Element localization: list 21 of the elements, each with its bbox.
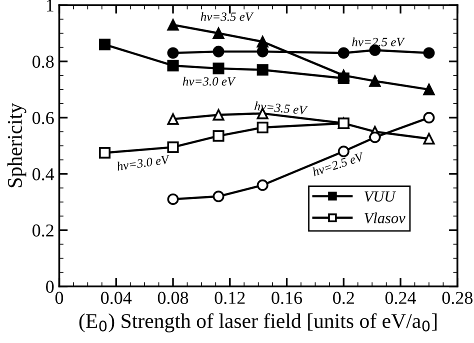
annotation: hν=3.0 eV: [182, 76, 236, 86]
x-tick-label: 0.28: [442, 292, 473, 304]
y-tick-label: 0.8: [32, 56, 54, 68]
x-tick-label: 0.2: [333, 292, 354, 304]
annotation: hν=3.5 eV: [200, 12, 254, 21]
y-tick-label: 0.2: [32, 224, 54, 237]
annotation: hν=2.5 eV: [312, 152, 365, 176]
y-axis-title: Sphericity: [7, 103, 26, 188]
y-tick-label: 0.6: [32, 112, 54, 124]
y-tick-label: 0: [46, 280, 54, 293]
y-tick-label: 0.4: [32, 168, 54, 180]
x-axis-title: (E$_{0}$) Strength of laser field [units of eV/a$_{0}$]: [79, 313, 437, 332]
x-tick-label: 0: [55, 292, 64, 304]
legend-label: Vlasov: [364, 212, 406, 224]
x-tick-label: 0.04: [101, 292, 132, 304]
annotation: hν=3.0 eV: [116, 154, 170, 171]
x-tick-label: 0.08: [158, 292, 188, 304]
x-tick-label: 0.24: [385, 292, 416, 304]
x-tick-label: 0.12: [214, 292, 245, 304]
x-tick-label: 0.16: [272, 292, 302, 304]
legend-label: VUU: [364, 192, 396, 202]
